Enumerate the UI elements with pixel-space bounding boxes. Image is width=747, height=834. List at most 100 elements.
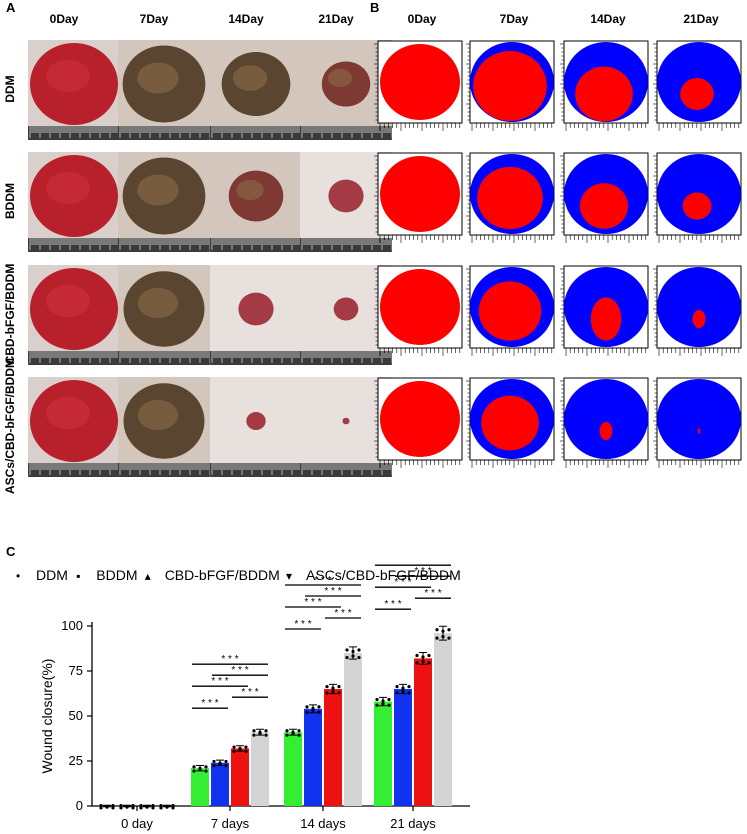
data-point	[421, 659, 425, 663]
data-point	[291, 732, 295, 736]
data-point	[345, 648, 349, 652]
healed-area	[657, 379, 741, 459]
data-point	[387, 703, 391, 707]
data-point	[232, 745, 236, 749]
residual-wound-area	[580, 183, 628, 229]
data-point	[317, 705, 321, 709]
data-point	[421, 655, 425, 659]
wound-trace	[374, 265, 464, 356]
wound-trace	[560, 40, 650, 131]
residual-wound-area	[575, 66, 633, 122]
data-point	[224, 764, 228, 768]
wound-photo	[118, 265, 210, 365]
wound-photo	[210, 377, 302, 477]
bar	[251, 732, 269, 806]
data-point	[325, 685, 329, 689]
data-point	[159, 804, 163, 808]
legend-marker: •	[16, 569, 20, 583]
data-point	[337, 691, 341, 695]
x-tick-label: 7 days	[211, 816, 250, 831]
data-point	[447, 636, 451, 640]
significance-stars: * * *	[304, 597, 321, 608]
wound-photo	[28, 265, 120, 365]
residual-wound-area	[380, 44, 460, 120]
wound-photo	[118, 152, 210, 252]
data-point	[395, 691, 399, 695]
data-point	[407, 685, 411, 689]
data-point	[139, 806, 143, 810]
data-point	[311, 709, 315, 713]
data-point	[212, 764, 216, 768]
data-point	[258, 732, 262, 736]
data-point	[198, 767, 202, 772]
legend-entry: ASCs/CBD-bFGF/BDDM	[306, 567, 461, 583]
data-point	[171, 806, 175, 810]
data-point	[357, 655, 361, 660]
healed-area	[564, 379, 648, 459]
data-point	[151, 806, 155, 810]
data-point	[99, 806, 103, 810]
bar	[191, 768, 209, 806]
bar	[344, 653, 362, 806]
y-tick-label: 50	[69, 708, 83, 723]
data-point	[264, 729, 268, 733]
residual-wound-area	[380, 269, 460, 345]
data-point	[105, 804, 109, 808]
data-point	[415, 653, 419, 658]
data-point	[212, 759, 216, 764]
wound-photo	[118, 40, 210, 140]
data-point	[238, 748, 242, 752]
data-point	[244, 749, 248, 753]
wound-photo	[28, 377, 120, 477]
residual-wound-area	[682, 192, 712, 220]
residual-wound-area	[692, 309, 706, 329]
data-point	[131, 806, 135, 810]
residual-wound-area	[473, 51, 547, 121]
significance-stars: * * *	[241, 687, 258, 698]
significance-stars: * * *	[394, 577, 411, 588]
wound-trace	[653, 265, 743, 356]
data-point	[139, 804, 143, 808]
panel-b-column-label: 21Day	[683, 12, 719, 26]
bar	[374, 701, 392, 806]
wound-photo	[28, 152, 120, 252]
wound-trace	[466, 265, 556, 356]
wound-trace	[466, 40, 556, 131]
panel-c-bar-chart: • DDM ▪ BDDM ▴ CBD-bFGF/BDDM ▾ ASCs/CBD-bFGF/BD…	[16, 560, 470, 831]
significance-stars: * * *	[384, 599, 401, 610]
data-point	[145, 804, 149, 808]
y-tick-label: 0	[76, 798, 83, 813]
significance-stars: * * *	[201, 698, 218, 709]
data-point	[252, 729, 256, 733]
wound-area	[342, 417, 350, 425]
wound-trace	[374, 152, 464, 243]
data-point	[401, 689, 405, 693]
wound-photo	[300, 152, 392, 252]
significance-stars: * * *	[414, 566, 431, 577]
x-tick-label: 21 days	[390, 816, 436, 831]
data-point	[345, 655, 349, 660]
significance-stars: * * *	[314, 575, 331, 586]
data-point	[159, 806, 163, 810]
wound-trace	[653, 40, 743, 131]
data-point	[297, 729, 301, 733]
data-point	[125, 804, 129, 808]
residual-wound-area	[478, 281, 542, 341]
wound-photo	[28, 40, 120, 140]
significance-stars: * * *	[404, 560, 421, 566]
wound-photo	[210, 40, 302, 140]
y-tick-label: 100	[61, 618, 83, 633]
legend-entry: BDDM	[96, 567, 137, 583]
data-point	[192, 765, 196, 769]
data-point	[224, 759, 228, 764]
residual-wound-area	[590, 297, 622, 341]
wound-photo	[300, 265, 392, 365]
data-point	[447, 628, 451, 632]
wound-area	[246, 411, 266, 431]
wound-trace	[374, 40, 464, 131]
significance-stars: * * *	[231, 665, 248, 676]
significance-stars: * * *	[221, 654, 238, 665]
data-point	[407, 691, 411, 695]
data-point	[331, 689, 335, 693]
data-point	[165, 804, 169, 808]
